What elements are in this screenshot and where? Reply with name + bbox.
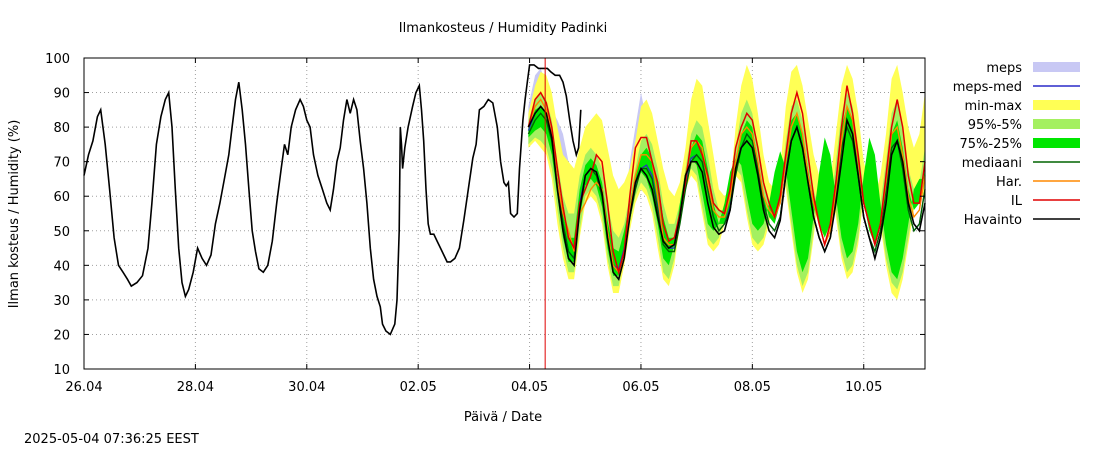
x-tick-label: 02.05	[400, 380, 437, 395]
y-axis-ticks: 10 20 30 40 50 60 70 80 90 100	[45, 52, 925, 378]
legend-label-meps: meps	[986, 61, 1022, 76]
forecast-bands	[528, 64, 925, 300]
y-tick-label: 10	[53, 363, 70, 378]
legend-label-meps_med: meps-med	[953, 80, 1022, 95]
legend-label-har: Har.	[996, 175, 1022, 190]
y-tick-label: 60	[53, 190, 70, 205]
legend-label-mediaani: mediaani	[962, 156, 1022, 171]
y-tick-label: 40	[53, 259, 70, 274]
legend-label-p75_25: 75%-25%	[960, 137, 1022, 152]
legend-swatch-p95_5	[1033, 119, 1080, 129]
havainto-observed-line	[83, 64, 582, 336]
y-tick-label: 30	[53, 294, 70, 309]
x-tick-label: 06.05	[622, 380, 659, 395]
timestamp: 2025-05-04 07:36:25 EEST	[24, 432, 199, 447]
y-tick-label: 100	[45, 52, 70, 67]
x-axis-ticks: 26.04 28.04 30.04 02.05 04.05 06.05 08.05 10.05	[65, 58, 882, 395]
x-tick-label: 26.04	[65, 380, 102, 395]
legend-swatch-p75_25	[1033, 138, 1080, 148]
x-tick-label: 08.05	[734, 380, 771, 395]
legend-label-minmax: min-max	[964, 99, 1022, 114]
y-tick-label: 50	[53, 225, 70, 240]
x-axis-label: Päivä / Date	[464, 410, 542, 425]
y-tick-label: 70	[53, 156, 70, 171]
y-axis-label: Ilman kosteus / Humidity (%)	[7, 120, 22, 309]
legend-swatch-meps	[1033, 62, 1080, 72]
y-tick-label: 20	[53, 328, 70, 343]
legend-label-il: IL	[1011, 194, 1023, 209]
x-tick-label: 28.04	[177, 380, 214, 395]
y-tick-label: 80	[53, 121, 70, 136]
plot-frame	[83, 57, 926, 370]
legend-swatch-minmax	[1033, 100, 1080, 110]
y-tick-label: 90	[53, 87, 70, 102]
x-tick-label: 04.05	[511, 380, 548, 395]
legend-label-havainto: Havainto	[964, 213, 1022, 228]
minmax-band	[528, 64, 925, 300]
legend: meps meps-med min-max 95%-5% 75%-25% mediaani…	[953, 61, 1080, 228]
x-tick-label: 30.04	[288, 380, 325, 395]
chart-title: Ilmankosteus / Humidity Padinki	[399, 21, 607, 36]
grid	[84, 58, 925, 369]
x-tick-label: 10.05	[845, 380, 882, 395]
il-line	[527, 85, 926, 276]
p75-25-band	[528, 106, 925, 280]
legend-label-p95_5: 95%-5%	[968, 118, 1022, 133]
series-lines	[83, 64, 926, 336]
havainto-forecast-line	[527, 105, 926, 281]
